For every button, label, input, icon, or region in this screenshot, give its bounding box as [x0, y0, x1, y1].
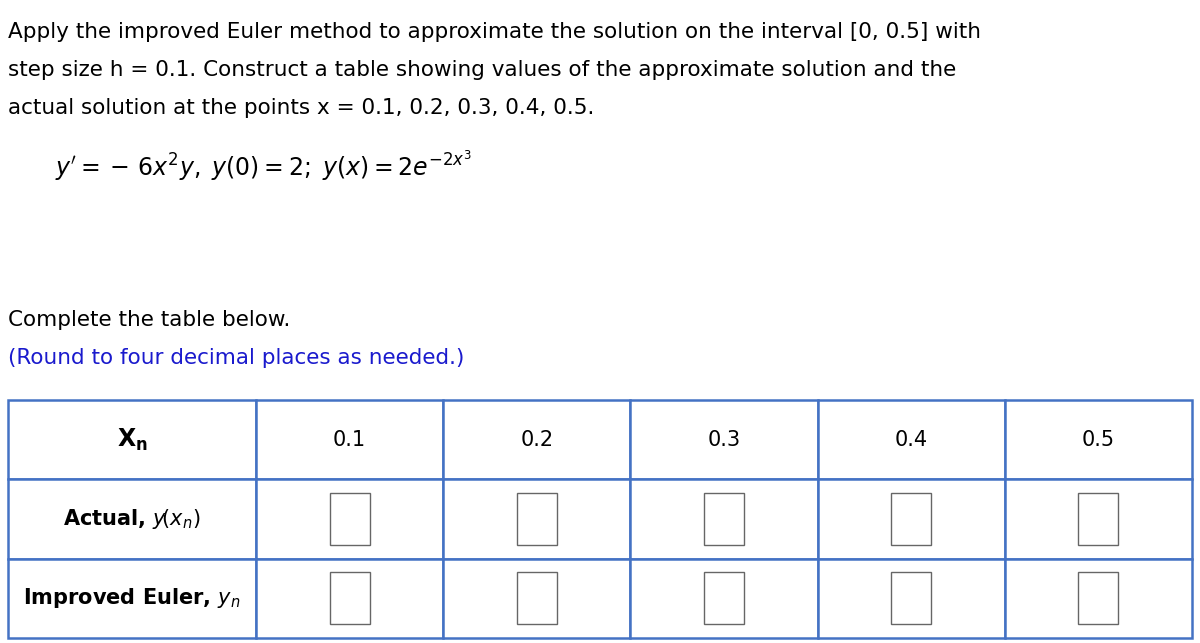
Text: 0.5: 0.5 [1082, 430, 1115, 449]
Bar [330, 572, 370, 624]
Text: (Round to four decimal places as needed.): (Round to four decimal places as needed.… [8, 348, 464, 368]
Text: actual solution at the points x = 0.1, 0.2, 0.3, 0.4, 0.5.: actual solution at the points x = 0.1, 0… [8, 98, 594, 118]
Bar [330, 493, 370, 545]
Bar [517, 493, 557, 545]
Bar [892, 572, 931, 624]
Text: 0.2: 0.2 [521, 430, 553, 449]
Bar [517, 572, 557, 624]
Text: $y' = -\,6x^2y,\;y(0) = 2;\;y(x) = 2e^{-2x^3}$: $y' = -\,6x^2y,\;y(0) = 2;\;y(x) = 2e^{-… [55, 148, 472, 183]
Text: Improved Euler, $y_n$: Improved Euler, $y_n$ [23, 586, 241, 610]
Bar [817, 400, 1004, 479]
Bar [630, 479, 817, 559]
Bar [1079, 572, 1118, 624]
Bar [8, 400, 256, 479]
Bar [630, 559, 817, 638]
Bar [443, 400, 630, 479]
Bar [8, 559, 256, 638]
Text: $\mathbf{X_n}$: $\mathbf{X_n}$ [116, 426, 148, 453]
Text: 0.4: 0.4 [895, 430, 928, 449]
Bar [256, 479, 443, 559]
Text: Complete the table below.: Complete the table below. [8, 310, 290, 330]
Text: Actual, $y\!\left(x_n\right)$: Actual, $y\!\left(x_n\right)$ [64, 507, 200, 531]
Bar [630, 400, 817, 479]
Bar [1004, 400, 1192, 479]
Bar [8, 479, 256, 559]
Bar [704, 493, 744, 545]
Bar [1004, 479, 1192, 559]
Bar [443, 559, 630, 638]
Bar [892, 493, 931, 545]
Bar [256, 559, 443, 638]
Text: 0.1: 0.1 [334, 430, 366, 449]
Bar [256, 400, 443, 479]
Bar [1079, 493, 1118, 545]
Text: step size h = 0.1. Construct a table showing values of the approximate solution : step size h = 0.1. Construct a table sho… [8, 60, 956, 80]
Bar [1004, 559, 1192, 638]
Bar [817, 479, 1004, 559]
Bar [704, 572, 744, 624]
Bar [817, 559, 1004, 638]
Bar [443, 479, 630, 559]
Text: 0.3: 0.3 [708, 430, 740, 449]
Text: Apply the improved Euler method to approximate the solution on the interval [0, : Apply the improved Euler method to appro… [8, 22, 982, 42]
